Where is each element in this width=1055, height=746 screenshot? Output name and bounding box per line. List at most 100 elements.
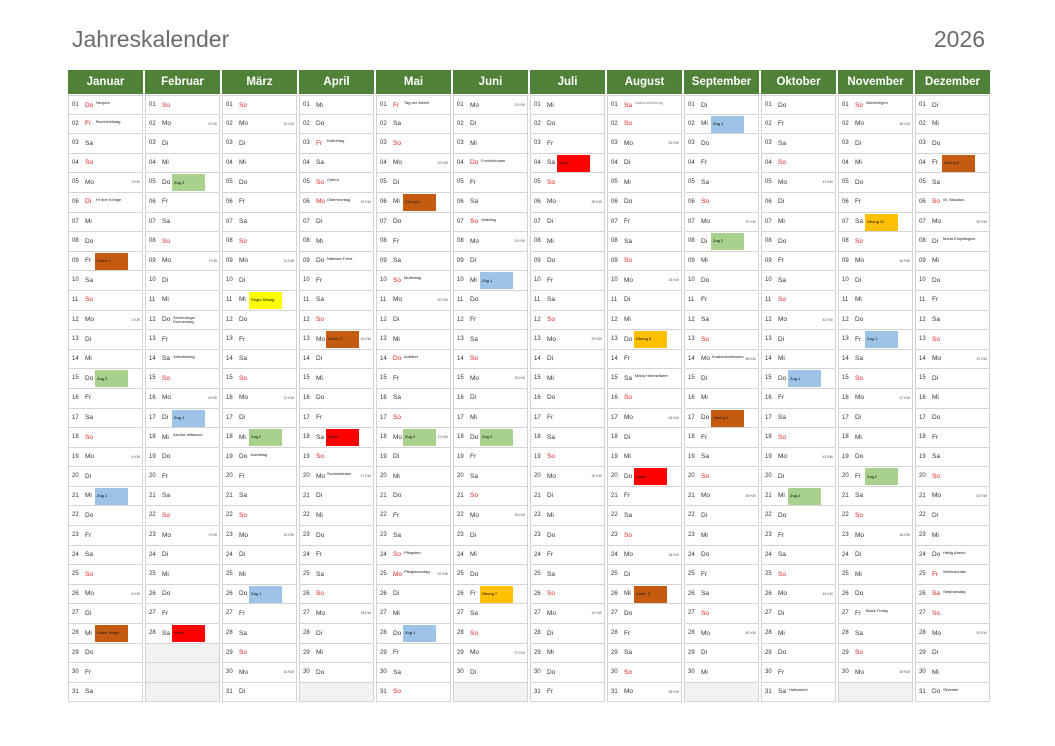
day-cell[interactable]: 02 So — [607, 114, 682, 135]
day-cell[interactable]: 19 Mo 4 KW — [68, 447, 143, 468]
day-cell[interactable]: 13 So — [684, 330, 759, 350]
day-cell[interactable]: 06 Di Hl drei Könige — [68, 192, 143, 213]
day-cell[interactable]: 27 Mo 31 KW — [530, 604, 605, 625]
event-tag[interactable]: Übung 2 — [711, 409, 744, 427]
day-cell[interactable]: 01 Di — [915, 95, 990, 115]
day-cell[interactable]: 31 Fr — [530, 682, 605, 703]
day-cell[interactable]: 19 Sa — [915, 447, 990, 468]
day-cell[interactable]: 02 Mi Zug 1 — [684, 114, 759, 135]
day-cell[interactable]: 26 So — [530, 584, 605, 605]
day-cell[interactable]: 27 Di — [68, 604, 143, 625]
day-cell[interactable]: 21 Di — [299, 486, 374, 507]
day-cell[interactable]: 08 So — [145, 232, 220, 252]
day-cell[interactable]: 16 Di — [453, 388, 528, 409]
day-cell[interactable]: 15 Di — [684, 369, 759, 389]
day-cell[interactable]: 31 Di — [222, 682, 297, 703]
day-cell[interactable]: 25 Fr — [684, 565, 759, 585]
event-tag[interactable]: Kader 1 — [95, 252, 128, 270]
event-tag[interactable]: Zug 2 — [95, 370, 128, 388]
day-cell[interactable]: 02 Fr Berchtoldstag — [68, 114, 143, 135]
event-tag[interactable]: Zug 2 — [711, 233, 744, 251]
day-cell[interactable]: 30 Mo 14 KW — [222, 663, 297, 683]
day-cell[interactable]: 29 Mi — [299, 643, 374, 664]
day-cell[interactable]: 09 So — [607, 251, 682, 272]
day-cell[interactable]: 22 So — [145, 506, 220, 527]
day-cell[interactable]: 30 Mi — [684, 663, 759, 683]
day-cell[interactable]: 17 Fr — [299, 408, 374, 429]
day-cell[interactable]: 20 Di — [761, 467, 836, 487]
day-cell[interactable]: 14 Mo 51 KW — [915, 349, 990, 370]
day-cell[interactable]: 20 Mi — [376, 467, 451, 487]
day-cell[interactable]: 25 So — [68, 565, 143, 585]
day-cell[interactable]: 13 Mi — [376, 330, 451, 350]
day-cell[interactable]: 17 Di — [222, 408, 297, 429]
day-cell[interactable]: 21 Fr — [607, 486, 682, 507]
day-cell[interactable]: 24 Do — [684, 545, 759, 566]
day-cell[interactable]: 28 Fr — [607, 624, 682, 644]
day-cell[interactable]: 18 Fr — [684, 428, 759, 448]
day-cell[interactable]: 08 Do — [761, 232, 836, 252]
day-cell[interactable]: 28 So — [453, 624, 528, 644]
day-cell[interactable]: 04 Fr — [684, 153, 759, 174]
day-cell[interactable]: 30 Di — [453, 663, 528, 683]
day-cell[interactable]: 30 Fr — [761, 663, 836, 683]
day-cell[interactable]: 26 Mi Kader 3 — [607, 584, 682, 605]
day-cell[interactable]: 27 Di — [761, 604, 836, 625]
day-cell[interactable]: 31 Do Silvester — [915, 682, 990, 703]
day-cell[interactable]: 17 Sa — [68, 408, 143, 429]
day-cell[interactable]: 06 Mo 28 KW — [530, 192, 605, 213]
day-cell[interactable]: 31 So — [376, 682, 451, 703]
day-cell[interactable]: 24 Fr — [299, 545, 374, 566]
day-cell[interactable]: 04 Mi — [838, 153, 913, 174]
day-cell[interactable]: 06 Fr — [145, 192, 220, 213]
event-tag[interactable]: Zug 2 — [172, 174, 205, 192]
day-cell[interactable]: 28 Mo 40 KW — [684, 624, 759, 644]
day-cell[interactable]: 14 Mi — [761, 349, 836, 370]
day-cell[interactable]: 26 Do — [838, 584, 913, 605]
event-tag[interactable]: Zug 2 — [865, 468, 898, 486]
day-cell[interactable]: 01 Sa Nationalfeiertag — [607, 95, 682, 115]
day-cell[interactable]: 01 Mi — [299, 95, 374, 115]
day-cell[interactable]: 16 Mi — [915, 388, 990, 409]
day-cell[interactable]: 11 Mi Regio Übung — [222, 290, 297, 311]
day-cell[interactable]: 21 Sa — [838, 486, 913, 507]
day-cell[interactable]: 14 So — [453, 349, 528, 370]
event-tag[interactable]: Übung 1 — [403, 193, 436, 211]
day-cell[interactable]: 23 Mi — [684, 526, 759, 546]
day-cell[interactable]: 06 Mo Ostermontag 15 KW — [299, 192, 374, 213]
day-cell[interactable]: 05 Mi — [607, 173, 682, 193]
day-cell[interactable]: 27 So — [684, 604, 759, 625]
event-tag[interactable]: Übung 11 — [865, 213, 898, 231]
day-cell[interactable]: 15 So — [222, 369, 297, 389]
day-cell[interactable]: 09 Mo 46 KW — [838, 251, 913, 272]
day-cell[interactable]: 28 Di — [299, 624, 374, 644]
day-cell[interactable]: 13 Di — [68, 330, 143, 350]
day-cell[interactable]: 10 Do — [915, 271, 990, 291]
day-cell[interactable]: 11 So — [68, 290, 143, 311]
day-cell[interactable]: 31 Sa Halloween — [761, 682, 836, 703]
day-cell[interactable]: 19 So — [299, 447, 374, 468]
day-cell[interactable]: 03 Di — [145, 134, 220, 154]
day-cell[interactable]: 01 Do Neujahr — [68, 95, 143, 115]
day-cell[interactable]: 07 Do — [376, 212, 451, 233]
day-cell[interactable]: 19 Mo 43 KW — [761, 447, 836, 468]
day-cell[interactable]: 21 Mo 39 KW — [684, 486, 759, 507]
day-cell[interactable]: 30 Mo 49 KW — [838, 663, 913, 683]
day-cell[interactable]: 20 Di — [68, 467, 143, 487]
day-cell[interactable]: 26 Di — [376, 584, 451, 605]
day-cell[interactable]: 04 Fr Übung 5 — [915, 153, 990, 174]
day-cell[interactable]: 22 Mo 26 KW — [453, 506, 528, 527]
day-cell[interactable]: 23 Di — [453, 526, 528, 546]
day-cell[interactable]: 01 Fr Tag der Arbeit — [376, 95, 451, 115]
day-cell[interactable]: 25 Mi — [145, 565, 220, 585]
event-tag[interactable]: Zug 2 — [480, 429, 513, 447]
day-cell[interactable]: 10 Di — [145, 271, 220, 291]
day-cell[interactable]: 03 Do — [684, 134, 759, 154]
day-cell[interactable]: 12 So — [299, 310, 374, 331]
day-cell[interactable]: 25 Sa — [530, 565, 605, 585]
day-cell[interactable]: 20 Fr — [222, 467, 297, 487]
day-cell[interactable]: 11 Mo 20 KW — [376, 290, 451, 311]
day-cell[interactable]: 31 Sa — [68, 682, 143, 703]
day-cell[interactable]: 25 Mo Pfingstmontag 22 KW — [376, 565, 451, 585]
event-tag[interactable]: Übung 5 — [942, 154, 975, 172]
